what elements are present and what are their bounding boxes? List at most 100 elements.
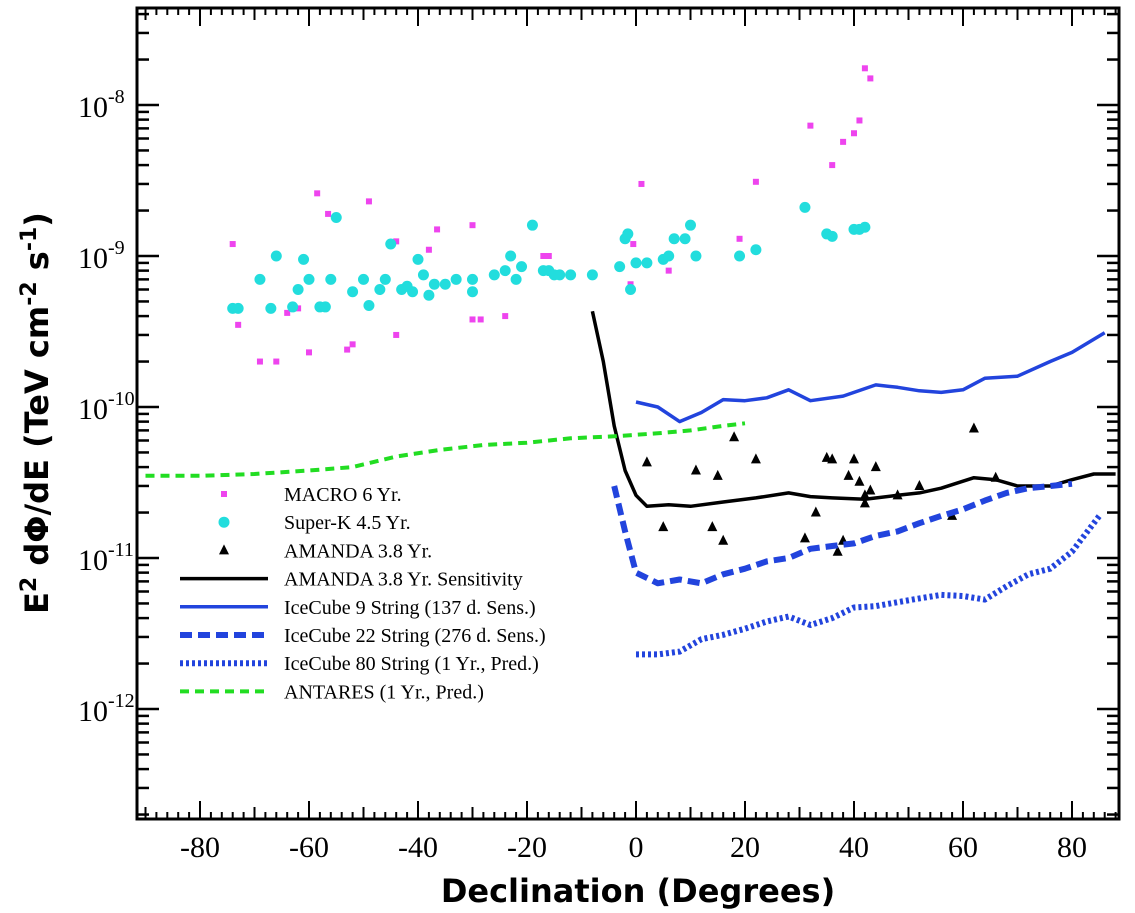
data-point: [734, 250, 746, 262]
data-point: [469, 222, 476, 229]
data-point: [750, 453, 761, 464]
data-point: [870, 461, 881, 472]
x-tick-label: 80: [1057, 831, 1087, 864]
y-tick-label: 10-8: [78, 86, 125, 124]
y-tick-label: 10-10: [78, 388, 135, 426]
legend-label: MACRO 6 Yr.: [284, 484, 402, 506]
data-point: [840, 138, 847, 145]
data-point: [347, 286, 359, 298]
data-point: [344, 346, 351, 353]
x-tick-label: 40: [839, 831, 869, 864]
series-amanda-3-8-yr-sensitivity: [590, 310, 1116, 509]
data-point: [638, 180, 645, 187]
legend-item-icecube-80-string-1-yr-pred: IceCube 80 String (1 Yr., Pred.): [180, 653, 539, 675]
data-point: [718, 534, 729, 545]
data-point: [467, 286, 478, 298]
data-point: [379, 273, 391, 285]
data-point: [861, 65, 868, 72]
data-point: [232, 302, 244, 314]
data-point: [516, 261, 528, 273]
data-point: [385, 238, 397, 250]
legend-item-icecube-22-string-276-d-sens: IceCube 22 String (276 d. Sens.): [180, 625, 546, 647]
x-tick-label: 20: [730, 831, 760, 864]
data-point: [752, 178, 759, 185]
y-tick-label: 10-9: [78, 237, 125, 275]
x-tick-labels: -80 -60 -40 -20 0 20 40 60 80: [180, 831, 1087, 864]
series-line: [635, 331, 1106, 424]
data-point: [545, 253, 552, 259]
y-tick-base: 10: [78, 695, 108, 728]
y-axis-title-e: E: [18, 592, 56, 614]
data-point: [292, 283, 304, 295]
data-point: [284, 309, 291, 316]
data-point: [859, 221, 871, 233]
legend-item-super-k-4-5-yr: Super-K 4.5 Yr.: [218, 512, 411, 534]
plot-series: [145, 65, 1116, 658]
x-axis-title: Declination (Degrees): [441, 872, 835, 910]
data-point: [843, 469, 854, 480]
data-point: [665, 267, 672, 274]
data-point: [867, 75, 874, 82]
data-point: [663, 250, 675, 262]
data-point: [750, 244, 762, 256]
data-point: [526, 219, 538, 231]
y-axis-title-end: ): [18, 212, 56, 227]
data-point: [736, 235, 743, 242]
data-point: [365, 198, 372, 205]
series-antares-1-yr-pred: [145, 421, 746, 478]
data-point: [668, 233, 680, 245]
data-point: [423, 289, 435, 301]
data-point: [685, 219, 696, 231]
data-point: [417, 269, 429, 281]
y-tick-exponent: -10: [108, 388, 135, 410]
data-point: [630, 257, 642, 269]
legend-swatch: [221, 491, 227, 497]
legend-item-icecube-9-string-137-d-sens: IceCube 9 String (137 d. Sens.): [180, 597, 536, 619]
series-icecube-22-string-276-d-sens: [611, 480, 1073, 587]
data-point: [450, 273, 462, 285]
y-tick-label: 10-11: [78, 539, 134, 577]
data-point: [707, 521, 718, 532]
data-point: [622, 228, 634, 240]
data-point: [439, 278, 451, 290]
y-tick-base: 10: [78, 91, 108, 124]
data-point: [256, 358, 263, 365]
data-point: [614, 261, 626, 273]
y-tick-base: 10: [78, 393, 108, 426]
data-point: [859, 489, 870, 500]
series-super-k-4-5-yr: [227, 201, 871, 314]
data-point: [854, 475, 865, 486]
data-point: [425, 246, 432, 253]
data-point: [510, 273, 522, 285]
legend-label: ANTARES (1 Yr., Pred.): [284, 681, 484, 703]
x-tick-label: -80: [180, 831, 220, 864]
legend-swatch: [219, 544, 229, 555]
data-point: [270, 250, 282, 262]
x-tick-label: -40: [398, 831, 438, 864]
data-point: [827, 453, 838, 464]
series-line: [611, 480, 1073, 587]
data-point: [349, 341, 356, 348]
data-point: [330, 211, 342, 223]
series-icecube-80-string-1-yr-pred: [636, 514, 1102, 658]
x-tick-label: -20: [507, 831, 547, 864]
data-point: [712, 469, 723, 480]
data-point: [298, 253, 310, 265]
data-point: [265, 302, 277, 314]
x-tick-label: 0: [629, 831, 644, 864]
legend-swatch: [218, 516, 230, 528]
data-point: [799, 201, 811, 213]
data-point: [295, 305, 302, 312]
legend-label: IceCube 22 String (276 d. Sens.): [284, 625, 546, 647]
data-point: [254, 273, 266, 285]
data-point: [434, 226, 441, 233]
data-point: [505, 250, 517, 262]
data-point: [641, 257, 653, 269]
y-axis-title: E2 dΦ/dE (TeV cm-2 s-1): [17, 212, 57, 614]
data-point: [679, 233, 691, 245]
legend-label: IceCube 9 String (137 d. Sens.): [284, 597, 536, 619]
data-point: [325, 273, 337, 285]
data-point: [641, 456, 652, 467]
y-axis-title-e-exp: 2: [17, 577, 42, 592]
